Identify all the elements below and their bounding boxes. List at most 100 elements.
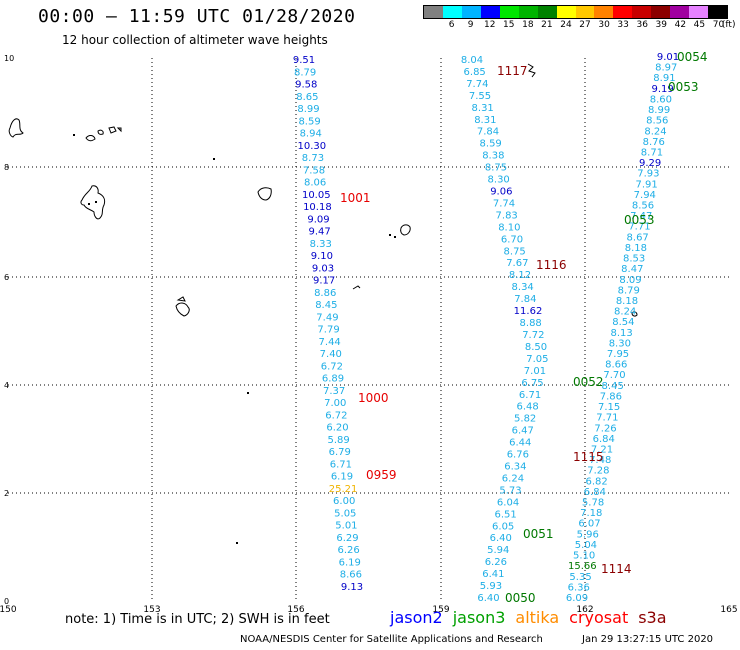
wave-height-value: 6.70 bbox=[501, 234, 523, 245]
wave-height-value: 8.30 bbox=[609, 338, 631, 349]
color-swatch bbox=[537, 6, 557, 18]
wave-height-value: 6.85 bbox=[464, 67, 486, 78]
x-tick-label: 162 bbox=[576, 605, 593, 615]
wave-height-value: 6.48 bbox=[516, 402, 538, 413]
color-scale-tick: 70 bbox=[712, 20, 725, 30]
wave-height-value: 6.51 bbox=[494, 509, 516, 520]
color-scale-labels: 6 9 12 15 18 21 24 27 30 33 36 39 42 45 70 (ft) bbox=[423, 19, 736, 31]
wave-height-value: 6.29 bbox=[336, 533, 358, 544]
island-outline bbox=[116, 127, 122, 133]
wave-height-value: 6.05 bbox=[492, 521, 514, 532]
wave-height-value: 5.78 bbox=[582, 498, 604, 509]
islet bbox=[247, 392, 249, 394]
wave-height-value: 7.05 bbox=[526, 354, 548, 365]
wave-height-value: 8.76 bbox=[643, 137, 665, 148]
islet bbox=[95, 201, 97, 203]
wave-height-value: 8.79 bbox=[294, 67, 316, 78]
island-outline bbox=[631, 311, 638, 317]
page-title: 00:00 – 11:59 UTC 01/28/2020 bbox=[38, 6, 356, 27]
wave-height-value: 6.82 bbox=[585, 476, 607, 487]
wave-height-value: 5.94 bbox=[487, 545, 509, 556]
wave-height-value: 6.36 bbox=[568, 582, 590, 593]
wave-height-value: 7.84 bbox=[477, 127, 499, 138]
mission-legend-item: jason2 bbox=[390, 608, 443, 627]
wave-height-value: 7.84 bbox=[514, 294, 536, 305]
wave-height-value: 9.10 bbox=[311, 251, 333, 262]
pass-time-label: 0959 bbox=[366, 468, 397, 482]
color-scale-tick: 18 bbox=[522, 20, 534, 30]
wave-height-value: 8.75 bbox=[485, 163, 507, 174]
color-scale-tick: 39 bbox=[655, 20, 668, 30]
wave-height-value: 6.07 bbox=[578, 519, 600, 530]
wave-height-value: 8.24 bbox=[614, 307, 636, 318]
wave-height-value: 7.49 bbox=[316, 312, 338, 323]
color-scale-swatches bbox=[423, 5, 728, 19]
wave-height-value: 8.66 bbox=[340, 570, 362, 581]
wave-height-value: 7.72 bbox=[522, 330, 544, 341]
y-tick-label: 2 bbox=[4, 489, 9, 498]
pass-time-label: 1116 bbox=[536, 258, 567, 272]
color-swatch bbox=[651, 6, 671, 18]
wave-height-value: 6.41 bbox=[482, 569, 504, 580]
y-tick-label: 4 bbox=[4, 381, 9, 390]
x-tick-label: 159 bbox=[432, 605, 449, 615]
color-scale-tick: 24 bbox=[560, 20, 572, 30]
wave-height-value: 6.72 bbox=[321, 361, 343, 372]
wave-height-value: 6.76 bbox=[507, 450, 529, 461]
wave-height-value: 8.91 bbox=[653, 73, 675, 84]
pass-time-labels: 1001 1000 0959 1117 1116 1115 1114 0054 0053 0053… bbox=[340, 50, 708, 605]
wave-height-value: 15.66 bbox=[568, 561, 597, 572]
pass-time-label: 0052 bbox=[573, 375, 604, 389]
x-tick-label: 165 bbox=[720, 605, 737, 615]
islet bbox=[88, 203, 90, 205]
wave-height-value: 7.67 bbox=[506, 258, 528, 269]
wave-height-value: 8.38 bbox=[482, 151, 504, 162]
color-swatch bbox=[556, 6, 576, 18]
wave-height-value: 5.10 bbox=[573, 551, 595, 562]
wave-height-value: 6.71 bbox=[330, 459, 352, 470]
mission-legend-item: altika bbox=[515, 608, 560, 627]
wave-height-value: 7.71 bbox=[596, 413, 618, 424]
color-swatch bbox=[518, 6, 538, 18]
footer-timestamp: Jan 29 13:27:15 UTC 2020 bbox=[582, 634, 714, 645]
wave-height-value: 8.99 bbox=[297, 104, 319, 115]
wave-height-value: 7.40 bbox=[320, 349, 342, 360]
wave-height-value: 9.06 bbox=[490, 187, 512, 198]
wave-height-value: 8.94 bbox=[300, 129, 322, 140]
wave-height-value: 6.24 bbox=[502, 473, 524, 484]
pass-time-label: 0051 bbox=[523, 527, 554, 541]
wave-height-value: 25.21 bbox=[329, 484, 358, 495]
wave-height-value: 6.71 bbox=[519, 390, 541, 401]
wave-height-value: 5.93 bbox=[480, 581, 502, 592]
wave-height-value: 6.84 bbox=[593, 434, 615, 445]
wave-height-value: 6.72 bbox=[325, 410, 347, 421]
pass-time-label: 0050 bbox=[505, 591, 536, 605]
color-scale-tick: 36 bbox=[636, 20, 648, 30]
color-scale-tick: 12 bbox=[483, 20, 496, 30]
wave-height-value: 8.31 bbox=[472, 103, 494, 114]
wave-height-value: 6.44 bbox=[509, 438, 531, 449]
island-outline bbox=[108, 126, 117, 134]
wave-height-value: 9.47 bbox=[308, 227, 330, 238]
wave-height-value: 8.71 bbox=[641, 147, 663, 158]
wave-height-value: 7.95 bbox=[607, 349, 629, 360]
wave-height-value: 6.89 bbox=[322, 374, 344, 385]
wave-height-value: 7.21 bbox=[591, 444, 613, 455]
wave-height-value: 8.53 bbox=[623, 254, 645, 265]
wave-height-value: 6.19 bbox=[331, 472, 353, 483]
wave-height-value: 7.15 bbox=[598, 402, 620, 413]
wave-height-value: 5.35 bbox=[569, 572, 591, 583]
wave-height-value: 10.18 bbox=[303, 202, 332, 213]
color-swatch bbox=[461, 6, 481, 18]
wave-height-value: 6.40 bbox=[490, 533, 512, 544]
wave-height-value: 7.18 bbox=[580, 508, 602, 519]
color-scale-tick: 45 bbox=[693, 20, 706, 30]
pass-time-label: 1115 bbox=[573, 450, 604, 464]
wave-height-value: 9.01 bbox=[657, 52, 679, 63]
island-outline bbox=[176, 296, 186, 302]
color-scale-tick: 15 bbox=[503, 20, 515, 30]
wave-height-value: 8.59 bbox=[480, 139, 502, 150]
island-outline bbox=[175, 302, 190, 317]
wave-height-value: 8.47 bbox=[621, 264, 643, 275]
